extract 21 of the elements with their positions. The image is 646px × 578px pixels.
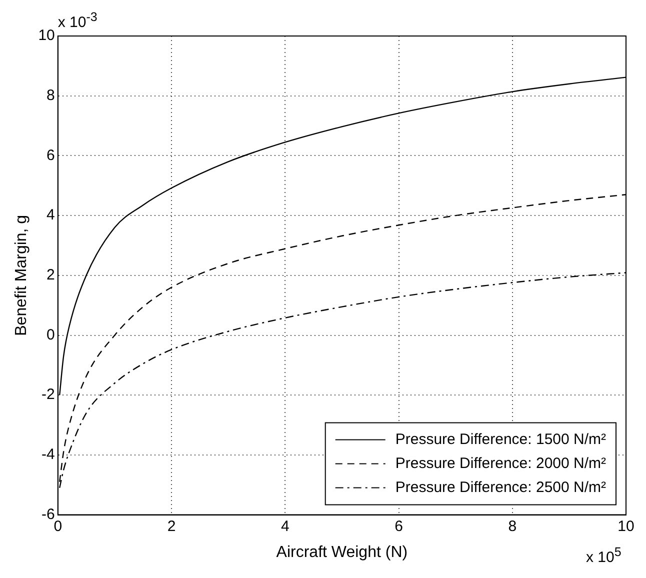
- text: x 10$^{5}$: [586, 544, 622, 566]
- y-tick-label: 10: [38, 27, 55, 44]
- x-tick-label: 10: [618, 518, 634, 535]
- y-tick-label: 4: [46, 206, 55, 224]
- legend-label: Pressure Difference: 1500 N/m²: [395, 430, 606, 448]
- x-tick-label: 8: [508, 518, 517, 535]
- x-tick-label: 6: [394, 518, 403, 535]
- x-tick-label: 2: [167, 518, 176, 535]
- x-tick-label: 4: [280, 518, 290, 535]
- y-tick-label: -2: [42, 386, 55, 404]
- y-tick-label: -4: [42, 446, 55, 464]
- y-tick-label: -6: [42, 506, 55, 523]
- text: x 10$^{-3}$: [58, 10, 98, 31]
- y-axis-title: Benefit Margin, g: [13, 214, 30, 336]
- y-tick-label: 8: [46, 86, 55, 104]
- y-tick-label: 6: [46, 146, 55, 164]
- y-tick-label: 0: [46, 326, 55, 344]
- legend-label: Pressure Difference: 2000 N/m²: [395, 454, 606, 472]
- legend-label: Pressure Difference: 2500 N/m²: [395, 478, 606, 496]
- x-axis-title: Aircraft Weight (N): [276, 544, 408, 561]
- y-tick-label: 2: [46, 266, 55, 284]
